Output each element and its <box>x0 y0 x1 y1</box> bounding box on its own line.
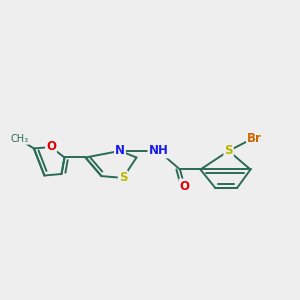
Text: O: O <box>46 140 56 154</box>
Text: S: S <box>224 144 233 158</box>
Text: CH₃: CH₃ <box>11 134 28 144</box>
Text: S: S <box>119 171 127 184</box>
Text: N: N <box>115 144 125 158</box>
Text: O: O <box>179 179 190 193</box>
Text: NH: NH <box>148 144 168 158</box>
Text: Br: Br <box>247 132 262 146</box>
